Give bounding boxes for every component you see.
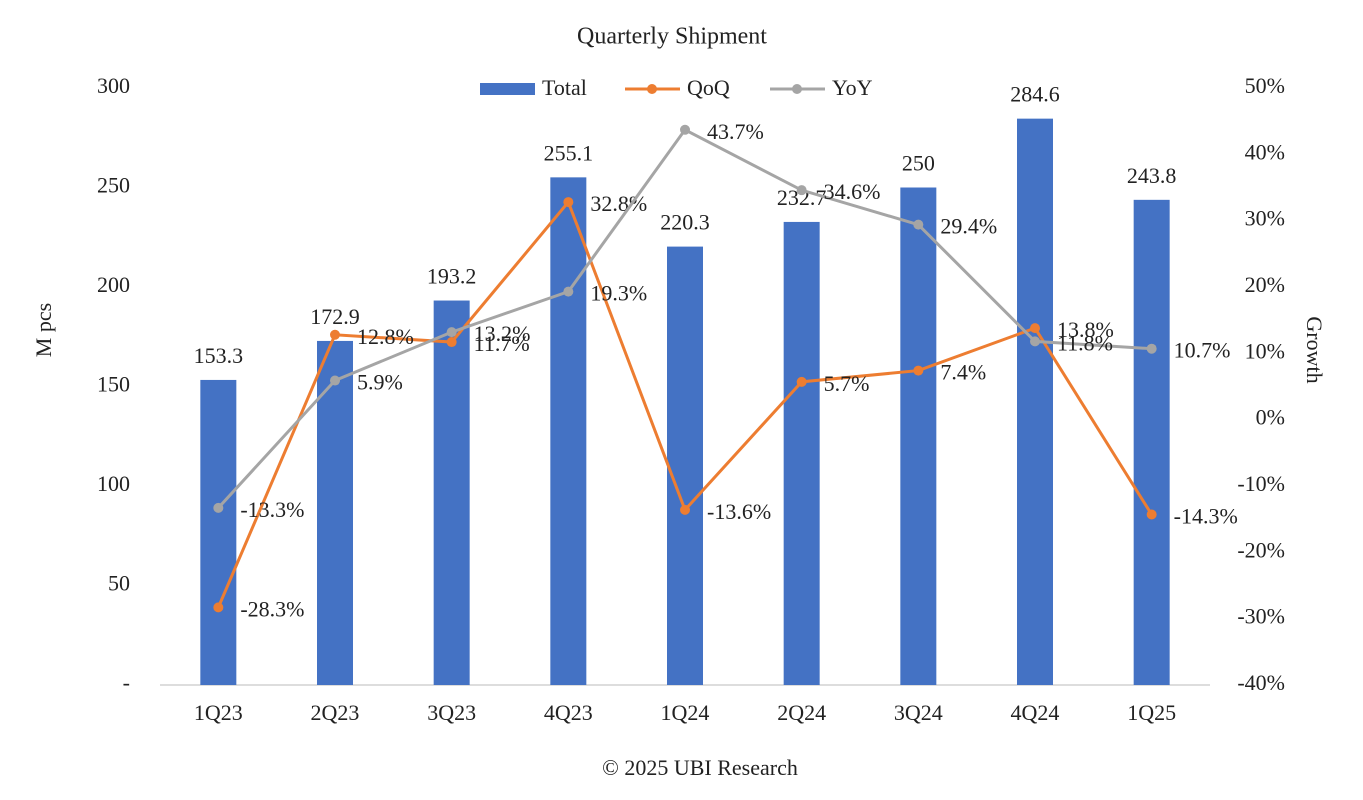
legend-swatch <box>792 84 802 94</box>
legend-label: QoQ <box>687 75 730 100</box>
y-tick-label: 250 <box>97 173 130 198</box>
bar <box>433 300 470 685</box>
legend-swatch <box>480 83 535 95</box>
y2-tick-label: -30% <box>1237 604 1285 629</box>
line-marker <box>446 337 457 348</box>
line-marker <box>680 504 690 515</box>
line-value-label: 29.4% <box>940 214 997 239</box>
x-tick-label: 4Q24 <box>1011 700 1060 725</box>
line-marker <box>1146 343 1157 354</box>
line-marker <box>446 327 457 338</box>
legend-label: YoY <box>832 75 873 100</box>
line-marker <box>680 124 690 135</box>
bar-value-label: 153.3 <box>194 343 244 368</box>
bar-value-label: 255.1 <box>544 140 594 165</box>
y-tick-label: 100 <box>97 471 130 496</box>
line-marker <box>796 376 807 387</box>
x-tick-label: 1Q23 <box>194 700 243 725</box>
bar-value-label: 284.6 <box>1010 82 1060 107</box>
line-marker <box>1146 509 1157 520</box>
bar <box>667 246 703 685</box>
y2-tick-label: 20% <box>1245 272 1285 297</box>
y2-tick-label: 0% <box>1256 405 1285 430</box>
y2-tick-label: 50% <box>1245 73 1285 98</box>
line-value-label: -28.3% <box>240 596 304 621</box>
bar <box>1017 118 1053 685</box>
bar <box>1133 199 1170 685</box>
y2-tick-label: -40% <box>1237 670 1285 695</box>
bar <box>783 221 820 685</box>
line-value-label: 13.8% <box>1057 317 1114 342</box>
line-marker <box>913 219 924 230</box>
bar <box>900 187 937 685</box>
y2-tick-label: 40% <box>1245 139 1285 164</box>
line-value-label: 19.3% <box>590 281 647 306</box>
legend-label: Total <box>542 75 587 100</box>
line-marker <box>330 375 340 386</box>
x-tick-label: 1Q25 <box>1127 700 1176 725</box>
x-tick-label: 4Q23 <box>544 700 593 725</box>
y-tick-label: 200 <box>97 272 130 297</box>
x-tick-label: 2Q24 <box>777 700 826 725</box>
line-value-label: 13.2% <box>474 321 531 346</box>
footer: © 2025 UBI Research <box>602 755 798 780</box>
x-tick-label: 2Q23 <box>311 700 360 725</box>
bar <box>200 379 237 685</box>
legend-swatch <box>647 84 657 94</box>
y2-tick-label: 10% <box>1245 338 1285 363</box>
bar-value-label: 193.2 <box>427 264 477 289</box>
line-value-label: 5.9% <box>357 370 403 395</box>
line-value-label: 5.7% <box>824 371 870 396</box>
y2-tick-label: 30% <box>1245 206 1285 231</box>
line-value-label: -13.6% <box>707 499 771 524</box>
line-marker <box>563 197 574 208</box>
line-marker <box>563 286 574 297</box>
x-tick-label: 3Q23 <box>427 700 476 725</box>
y-tick-label: 50 <box>108 571 130 596</box>
y-tick-label: - <box>123 670 130 695</box>
y-axis-label: M pcs <box>31 303 56 357</box>
line-value-label: 43.7% <box>707 119 764 144</box>
y2-tick-label: -20% <box>1237 537 1285 562</box>
x-tick-label: 3Q24 <box>894 700 943 725</box>
line-value-label: -13.3% <box>240 497 304 522</box>
line-marker <box>330 329 340 340</box>
line-value-label: 12.8% <box>357 324 414 349</box>
line-value-label: 34.6% <box>824 179 881 204</box>
bar <box>317 340 353 685</box>
line-value-label: 10.7% <box>1174 338 1231 363</box>
y2-tick-label: -10% <box>1237 471 1285 496</box>
bar-value-label: 220.3 <box>660 210 710 235</box>
bar <box>550 177 587 685</box>
line-marker <box>213 602 224 613</box>
line-marker <box>1030 336 1040 347</box>
y-tick-label: 300 <box>97 73 130 98</box>
line-marker <box>913 365 924 376</box>
line-value-label: 11.7% <box>474 331 530 356</box>
line-value-label: 11.8% <box>1057 330 1113 355</box>
line-value-label: 7.4% <box>940 360 986 385</box>
line-value-label: -14.3% <box>1174 504 1238 529</box>
line-marker <box>213 502 224 513</box>
line-marker <box>1030 323 1040 334</box>
chart-title: Quarterly Shipment <box>577 24 767 50</box>
x-tick-label: 1Q24 <box>661 700 710 725</box>
bar-value-label: 243.8 <box>1127 163 1177 188</box>
y2-axis-label: Growth <box>1302 316 1327 383</box>
line-marker <box>796 185 807 196</box>
bar-value-label: 250 <box>902 151 935 176</box>
y-tick-label: 150 <box>97 372 130 397</box>
bar-value-label: 172.9 <box>310 304 360 329</box>
